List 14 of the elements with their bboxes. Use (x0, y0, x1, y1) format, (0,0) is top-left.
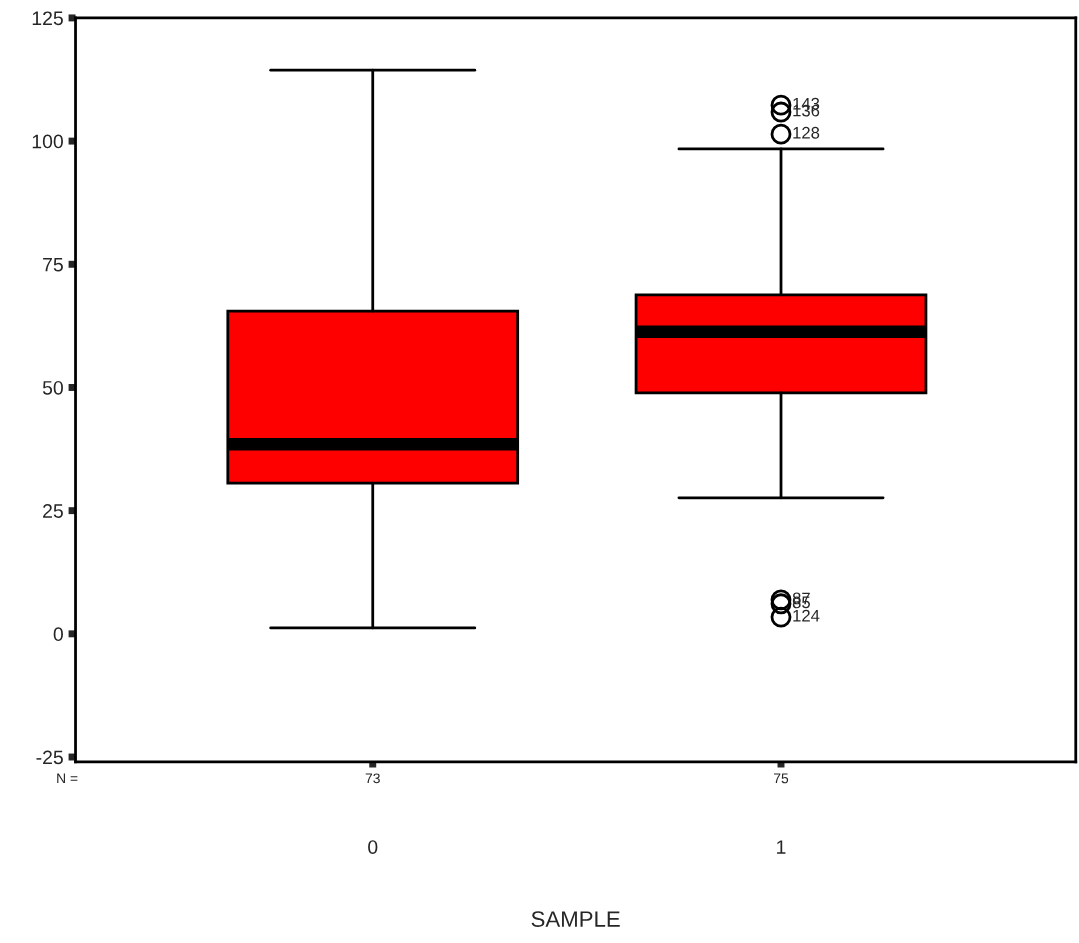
y-tick-label: 100 (32, 134, 63, 149)
y-tick-label: 50 (42, 380, 63, 395)
text: 75 (773, 773, 789, 784)
y-tick-label: 75 (43, 257, 63, 272)
text: 73 (365, 773, 380, 784)
x-tick-label: 1 (777, 840, 786, 854)
y-tick-label: -25 (36, 750, 63, 765)
y-tick-label: 125 (32, 11, 63, 26)
text: N = (57, 773, 78, 784)
y-tick-label: 25 (43, 504, 63, 518)
y-tick-label: 0 (53, 627, 63, 642)
annotation: 128 (793, 126, 820, 139)
annotation: 124 (793, 609, 820, 622)
x-axis-title: SAMPLE (531, 911, 620, 927)
